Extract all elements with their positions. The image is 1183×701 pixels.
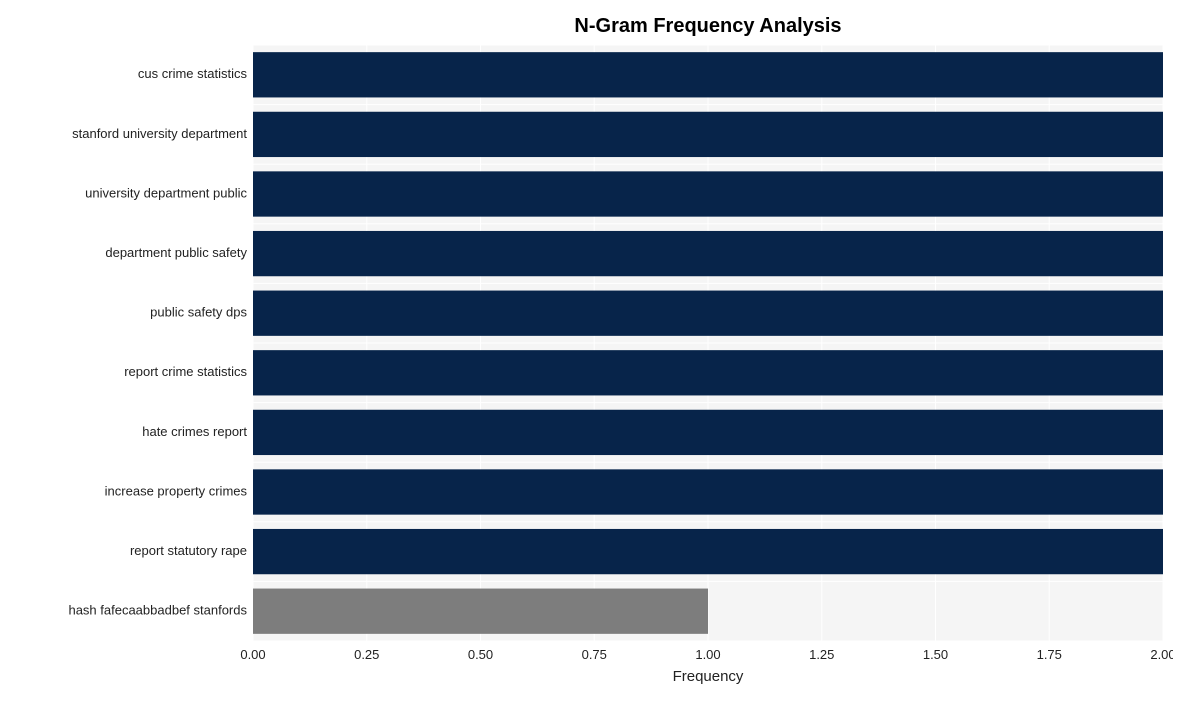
y-axis-category-label: hash fafecaabbadbef stanfords bbox=[68, 603, 247, 618]
bar bbox=[253, 350, 1163, 395]
y-axis-category-label: report statutory rape bbox=[130, 543, 247, 558]
x-axis-tick-label: 1.75 bbox=[1037, 647, 1062, 662]
bar bbox=[253, 469, 1163, 514]
x-axis-tick-label: 1.50 bbox=[923, 647, 948, 662]
y-axis-category-label: report crime statistics bbox=[124, 364, 247, 379]
x-axis-tick-label: 0.50 bbox=[468, 647, 493, 662]
x-axis-tick-label: 1.25 bbox=[809, 647, 834, 662]
y-axis-category-label: university department public bbox=[85, 185, 247, 200]
bar bbox=[253, 112, 1163, 157]
y-axis-category-label: stanford university department bbox=[72, 126, 247, 141]
ngram-frequency-chart: cus crime statistics stanford university … bbox=[10, 10, 1173, 691]
bar bbox=[253, 291, 1163, 336]
bar bbox=[253, 410, 1163, 455]
chart-title: N-Gram Frequency Analysis bbox=[574, 15, 841, 37]
y-axis-category-label: cus crime statistics bbox=[138, 66, 248, 81]
x-axis-tick-label: 1.00 bbox=[695, 647, 720, 662]
chart-svg: cus crime statistics stanford university … bbox=[10, 10, 1173, 691]
y-axis-category-label: public safety dps bbox=[150, 305, 247, 320]
bar bbox=[253, 52, 1163, 97]
y-axis-category-label: hate crimes report bbox=[142, 424, 247, 439]
x-axis-title: Frequency bbox=[673, 668, 744, 685]
bar bbox=[253, 171, 1163, 216]
x-axis-tick-label: 0.75 bbox=[582, 647, 607, 662]
bar bbox=[253, 529, 1163, 574]
bar bbox=[253, 589, 708, 634]
bar bbox=[253, 231, 1163, 276]
y-axis-category-label: department public safety bbox=[105, 245, 247, 260]
x-axis-tick-label: 2.00 bbox=[1150, 647, 1173, 662]
x-axis-tick-label: 0.00 bbox=[240, 647, 265, 662]
y-axis-category-label: increase property crimes bbox=[105, 483, 248, 498]
x-axis-tick-label: 0.25 bbox=[354, 647, 379, 662]
